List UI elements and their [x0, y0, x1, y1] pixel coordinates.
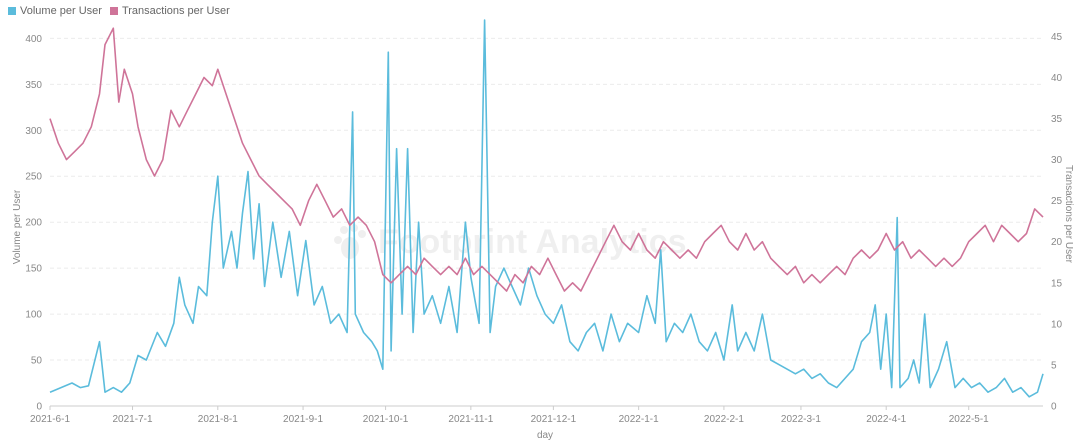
- left-tick-label: 150: [25, 264, 42, 275]
- left-tick-label: 350: [25, 80, 42, 91]
- right-axis-ticks: 0 5 10 15 20 25 30 35 40 45: [1051, 32, 1063, 413]
- left-tick-label: 100: [25, 310, 42, 321]
- x-tick-label: 2021-9-1: [283, 414, 323, 425]
- right-tick-label: 15: [1051, 278, 1063, 289]
- left-tick-label: 50: [31, 356, 43, 367]
- legend: Volume per User Transactions per User: [8, 4, 238, 18]
- x-tick-label: 2022-1-1: [619, 414, 659, 425]
- x-tick-label: 2021-6-1: [30, 414, 70, 425]
- y-axis-left-label: Volume per User: [12, 189, 23, 264]
- right-tick-label: 0: [1051, 402, 1057, 413]
- right-tick-label: 45: [1051, 32, 1063, 43]
- x-tick-label: 2021-8-1: [198, 414, 238, 425]
- left-tick-label: 400: [25, 34, 42, 45]
- x-tick-label: 2022-4-1: [866, 414, 906, 425]
- gridlines: [50, 37, 1043, 407]
- left-tick-label: 300: [25, 126, 42, 137]
- legend-label-transactions: Transactions per User: [121, 5, 230, 17]
- x-axis-label: day: [537, 430, 553, 441]
- left-tick-label: 200: [25, 218, 42, 229]
- series-line-transactions: [49, 27, 1044, 292]
- legend-item-volume[interactable]: Volume per User: [8, 5, 102, 17]
- right-tick-label: 10: [1051, 319, 1063, 330]
- right-tick-label: 40: [1051, 73, 1063, 84]
- right-tick-label: 25: [1051, 196, 1063, 207]
- series-line-volume: [49, 19, 1044, 398]
- x-tick-label: 2021-11-1: [448, 414, 493, 425]
- legend-swatch-transactions: [109, 7, 118, 15]
- left-tick-label: 0: [36, 402, 42, 413]
- y-axis-right-label: Transactions per User: [1063, 165, 1074, 264]
- x-axis-ticks: 2021-6-1 2021-7-1 2021-8-1 2021-9-1 2021-10-…: [30, 406, 989, 425]
- legend-label-volume: Volume per User: [20, 5, 102, 17]
- legend-item-transactions[interactable]: Transactions per User: [109, 5, 230, 17]
- right-tick-label: 30: [1051, 155, 1063, 166]
- right-tick-label: 20: [1051, 237, 1063, 248]
- left-tick-label: 250: [25, 172, 42, 183]
- x-tick-label: 2021-7-1: [113, 414, 153, 425]
- x-tick-label: 2022-2-1: [704, 414, 744, 425]
- right-tick-label: 35: [1051, 114, 1063, 125]
- left-axis-ticks: 0 50 100 150 200 250 300 350 400: [25, 34, 42, 413]
- x-tick-label: 2021-10-1: [363, 414, 409, 425]
- legend-swatch-volume: [8, 7, 16, 15]
- x-tick-label: 2021-12-1: [531, 414, 577, 425]
- x-tick-label: 2022-5-1: [949, 414, 989, 425]
- right-tick-label: 5: [1051, 360, 1057, 371]
- x-tick-label: 2022-3-1: [781, 414, 821, 425]
